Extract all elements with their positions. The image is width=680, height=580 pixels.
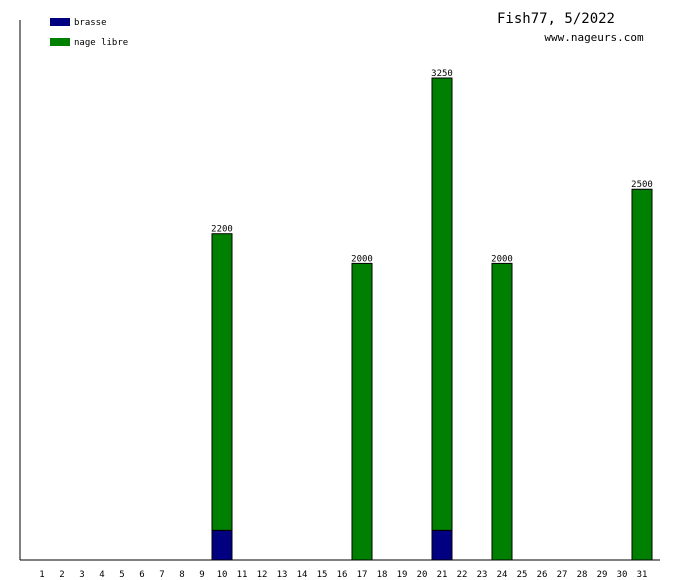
x-tick-label-10: 10 [217, 570, 228, 580]
x-tick-label-24: 24 [497, 570, 508, 580]
x-tick-label-28: 28 [577, 570, 588, 580]
x-tick-label-7: 7 [159, 570, 164, 580]
x-tick-label-16: 16 [337, 570, 348, 580]
bar-brasse-day-10 [211, 529, 233, 561]
bar-nage-libre-day-10 [211, 233, 233, 531]
x-tick-label-13: 13 [277, 570, 288, 580]
x-tick-label-5: 5 [119, 570, 124, 580]
bars-group [211, 77, 653, 561]
x-tick-label-29: 29 [597, 570, 608, 580]
legend-swatch-1 [50, 38, 70, 46]
legend-swatch-0 [50, 18, 70, 26]
x-tick-label-1: 1 [39, 570, 44, 580]
x-tick-label-18: 18 [377, 570, 388, 580]
bar-nage-libre-day-21 [431, 77, 453, 531]
chart-title: Fish77, 5/2022 [497, 11, 615, 27]
x-tick-label-17: 17 [357, 570, 368, 580]
bar-nage-libre-day-24 [491, 262, 513, 561]
x-tick-labels: 1 2 3 4 5 6 7 8 9 10 11 12 13 14 15 16 17 18 19 20 21 22 23 24 2… [39, 570, 647, 580]
x-tick-label-25: 25 [517, 570, 528, 580]
x-tick-label-14: 14 [297, 570, 308, 580]
x-tick-label-27: 27 [557, 570, 568, 580]
x-tick-label-8: 8 [179, 570, 184, 580]
x-tick-label-12: 12 [257, 570, 268, 580]
bar-nage-libre-day-31 [631, 188, 653, 561]
x-tick-label-15: 15 [317, 570, 328, 580]
x-tick-label-11: 11 [237, 570, 248, 580]
x-tick-label-21: 21 [437, 570, 448, 580]
bar-labels-group: 2200 2000 3250 2000 2500 [211, 69, 653, 264]
legend-label-0: brasse [74, 18, 107, 28]
bar-nage-libre-day-17 [351, 262, 373, 561]
x-tick-label-30: 30 [617, 570, 628, 580]
bar-total-label-day-21: 3250 [431, 69, 453, 79]
x-tick-label-22: 22 [457, 570, 468, 580]
x-tick-label-19: 19 [397, 570, 408, 580]
x-tick-label-2: 2 [59, 570, 64, 580]
x-tick-label-31: 31 [637, 570, 648, 580]
x-tick-label-20: 20 [417, 570, 428, 580]
x-tick-label-6: 6 [139, 570, 144, 580]
x-tick-label-3: 3 [79, 570, 84, 580]
bar-total-label-day-24: 2000 [491, 254, 513, 264]
bar-total-label-day-10: 2200 [211, 225, 233, 235]
website-label: www.nageurs.com [544, 31, 644, 44]
bar-brasse-day-21 [431, 529, 453, 561]
bar-total-label-day-17: 2000 [351, 254, 373, 264]
x-tick-label-26: 26 [537, 570, 548, 580]
x-tick-label-4: 4 [99, 570, 104, 580]
legend: brasse nage libre [50, 18, 128, 48]
bar-total-label-day-31: 2500 [631, 180, 653, 190]
x-tick-label-9: 9 [199, 570, 204, 580]
legend-label-1: nage libre [74, 38, 128, 48]
x-tick-label-23: 23 [477, 570, 488, 580]
